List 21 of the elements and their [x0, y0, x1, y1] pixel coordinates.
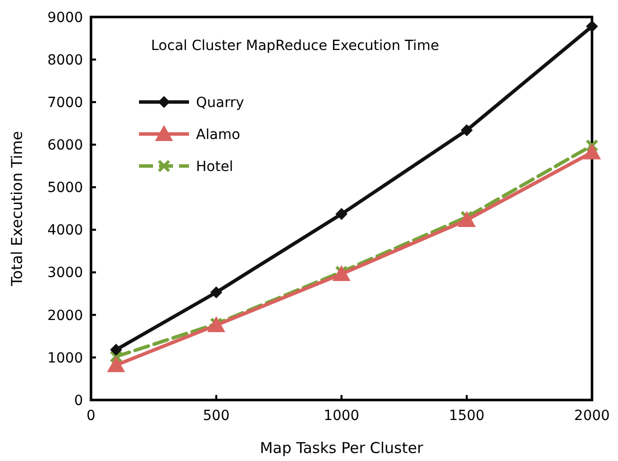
y-tick-label: 1000 — [47, 350, 83, 366]
y-tick-label: 2000 — [47, 308, 83, 324]
x-tick-label: 0 — [86, 408, 96, 424]
text: Local Cluster MapReduce Execution Time — [151, 38, 440, 54]
y-tick-label: 9000 — [47, 10, 83, 26]
y-axis-title: Total Execution Time — [8, 131, 26, 287]
y-tick-label: 4000 — [47, 222, 83, 239]
legend-label: Hotel — [196, 158, 234, 175]
y-tick-label: 8000 — [47, 52, 83, 68]
x-axis-title: Map Tasks Per Cluster — [260, 439, 424, 457]
legend-label: Alamo — [196, 126, 240, 143]
x-tick-label: 1000 — [324, 408, 360, 424]
y-tick-label: 3000 — [47, 265, 83, 282]
x-tick-label: 500 — [202, 408, 230, 424]
y-tick-label: 0 — [74, 392, 83, 409]
x-tick-label: 1500 — [448, 408, 485, 424]
legend-label: Quarry — [196, 94, 244, 111]
y-tick-label: 7000 — [47, 95, 83, 112]
y-tick-label: 6000 — [47, 138, 83, 154]
y-tick-label: 5000 — [47, 180, 83, 196]
x-tick-label: 2000 — [574, 408, 610, 424]
